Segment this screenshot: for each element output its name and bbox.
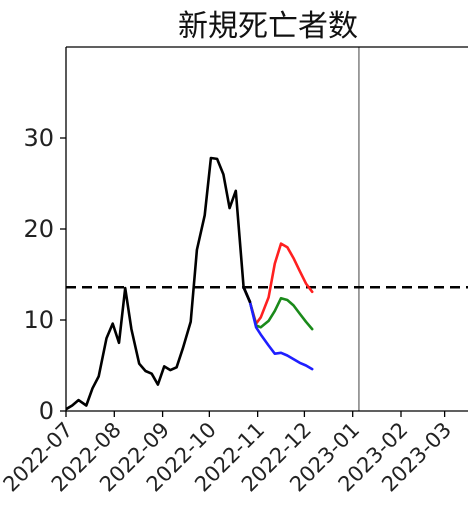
chart-title: 新規死亡者数 bbox=[178, 9, 358, 44]
series-line-projection-low bbox=[242, 285, 314, 371]
y-tick-label: 20 bbox=[23, 215, 54, 243]
y-tick-label: 30 bbox=[23, 124, 54, 152]
series-line-observed bbox=[66, 156, 252, 411]
series-line-projection-high bbox=[242, 242, 314, 325]
plot-area bbox=[66, 47, 468, 411]
y-tick-label: 0 bbox=[39, 397, 54, 425]
axes: 01020302022-072022-082022-092022-102022-… bbox=[0, 46, 468, 497]
y-tick-label: 10 bbox=[23, 306, 54, 334]
